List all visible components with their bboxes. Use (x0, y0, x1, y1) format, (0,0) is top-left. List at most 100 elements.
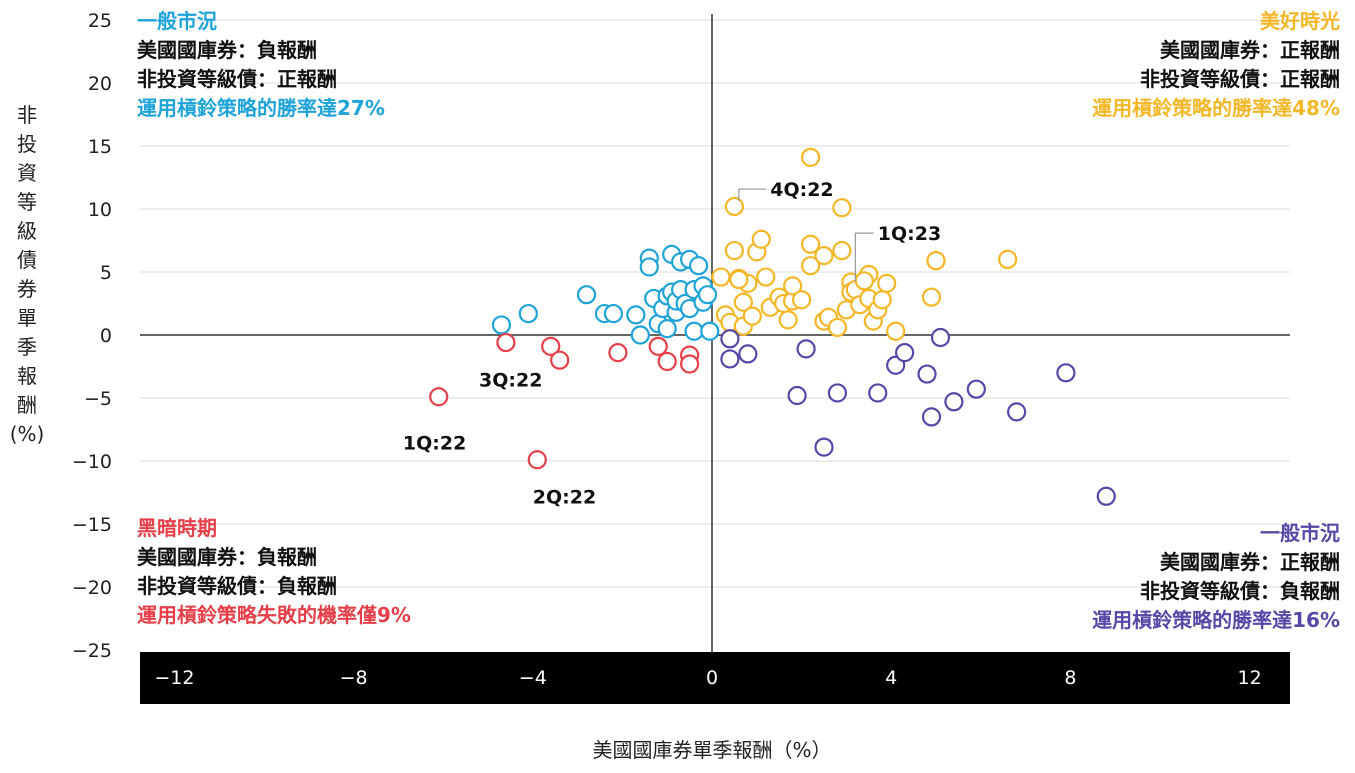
scatter-point-top-left (491, 315, 512, 335)
x-tick-label: 0 (706, 667, 718, 689)
scatter-point-top-right (800, 256, 821, 276)
scatter-point-top-right (733, 292, 753, 312)
y-axis-title-char: 單 (17, 306, 37, 330)
scatter-point-bottom-left (679, 354, 700, 374)
data-points (429, 147, 1116, 506)
y-axis-title-char: 報 (17, 364, 37, 388)
scatter-point-top-right (756, 267, 776, 287)
leader-line (854, 232, 874, 282)
scatter-point-top-right (751, 229, 771, 249)
scatter-point-bottom-right (1056, 363, 1076, 383)
scatter-point-bottom-right (720, 329, 740, 349)
scatter-point-bottom-right (966, 379, 986, 399)
scatter-point-bottom-right (787, 385, 807, 406)
x-tick-label: 8 (1064, 667, 1076, 689)
y-tick-label: −15 (72, 514, 112, 536)
scatter-point-bottom-left (657, 351, 677, 372)
scatter-point-top-right (832, 240, 852, 261)
y-tick-label: −20 (72, 577, 112, 599)
quadrant-note: 運用槓鈴策略的勝率達48% (1092, 96, 1340, 120)
x-tick-label: −12 (154, 667, 194, 689)
scatter-point-bottom-right (944, 392, 964, 412)
scatter-point-top-right (724, 196, 745, 217)
y-tick-label: 15 (88, 136, 112, 158)
point-labels: 4Q:22 1Q:23 3Q:22 1Q:22 2Q:22 (403, 179, 941, 508)
y-axis-title-char: 等 (17, 190, 37, 214)
quadrant-title: 一般市況 (137, 9, 217, 33)
scatter-point-top-left (688, 256, 709, 276)
scatter-point-top-right (778, 310, 798, 330)
scatter-point-bottom-right (868, 383, 888, 403)
scatter-point-bottom-right (720, 349, 740, 369)
x-axis-bar (140, 652, 1290, 704)
scatter-point-top-left (603, 303, 624, 324)
y-axis-title-char: 資 (17, 161, 37, 185)
scatter-point-bottom-left (496, 332, 516, 353)
y-tick-label: 5 (100, 262, 112, 284)
y-tick-label: 20 (88, 73, 112, 95)
scatter-point-bottom-right (796, 339, 816, 359)
y-axis-title-char: 債 (17, 248, 37, 272)
y-axis-title-char: (%) (10, 422, 45, 446)
scatter-point-top-right (827, 317, 848, 338)
scatter-point-top-right (724, 240, 745, 261)
scatter-point-bottom-left (429, 387, 449, 407)
scatter-point-top-right (832, 198, 852, 218)
scatter-point-bottom-right (930, 327, 951, 348)
scatter-point-bottom-right (1096, 486, 1116, 506)
scatter-point-bottom-right (1007, 402, 1027, 422)
scatter-point-top-left (639, 257, 659, 277)
quadrant-line: 非投資等級債：負報酬 (137, 574, 337, 598)
scatter-point-top-left (697, 285, 718, 305)
scatter-point-top-left (518, 303, 538, 324)
scatter-point-top-right (877, 273, 897, 293)
scatter-point-top-right (800, 234, 821, 254)
scatter-point-top-right (854, 271, 874, 291)
quadrant-line: 美國國庫券：正報酬 (1160, 550, 1340, 574)
quadrant-note: 運用槓鈴策略的勝率達16% (1092, 608, 1340, 632)
y-tick-label: 0 (100, 325, 112, 347)
quadrant-line: 非投資等級債：負報酬 (1140, 579, 1340, 603)
x-tick-label: 12 (1238, 667, 1262, 689)
y-tick-label: −5 (84, 388, 112, 410)
scatter-point-top-left (684, 321, 704, 341)
y-tick-label: 25 (88, 10, 112, 32)
scatter-point-top-right (814, 246, 834, 266)
y-axis-title-char: 級 (17, 219, 37, 243)
y-tick-label: −25 (72, 640, 112, 662)
scatter-point-top-right (998, 249, 1018, 269)
scatter-point-top-right (886, 321, 906, 341)
scatter-point-top-right (800, 147, 821, 167)
x-axis-title: 美國國庫券單季報酬（%） (592, 738, 831, 762)
y-axis-title-char: 非 (17, 103, 37, 127)
scatter-point-bottom-right (921, 407, 942, 427)
scatter-point-top-right (729, 269, 749, 290)
scatter-point-top-left (630, 325, 650, 345)
scatter-point-top-right (742, 306, 762, 326)
scatter-point-top-right (921, 287, 942, 307)
x-tick-label: −8 (340, 667, 368, 689)
x-axis-labels: −12 −8 −4 0 4 8 12 (154, 667, 1261, 689)
scatter-point-top-right (783, 276, 803, 296)
scatter-point-top-left (657, 319, 677, 339)
quadrant-title: 黑暗時期 (137, 516, 217, 540)
point-label: 2Q:22 (533, 487, 596, 509)
leader-line (738, 188, 767, 201)
scatter-point-top-left (576, 285, 597, 305)
y-axis-title-char: 券 (17, 277, 37, 301)
scatter-point-top-right (872, 290, 892, 310)
scatter-point-top-right (926, 251, 946, 271)
y-axis-title-char: 投 (17, 132, 37, 156)
y-axis-title-char: 季 (17, 335, 37, 359)
x-tick-label: −4 (519, 667, 547, 689)
scatter-point-top-left (626, 305, 646, 325)
point-label: 1Q:23 (878, 223, 941, 245)
point-label: 4Q:22 (770, 179, 833, 201)
scatter-point-bottom-right (917, 364, 937, 384)
